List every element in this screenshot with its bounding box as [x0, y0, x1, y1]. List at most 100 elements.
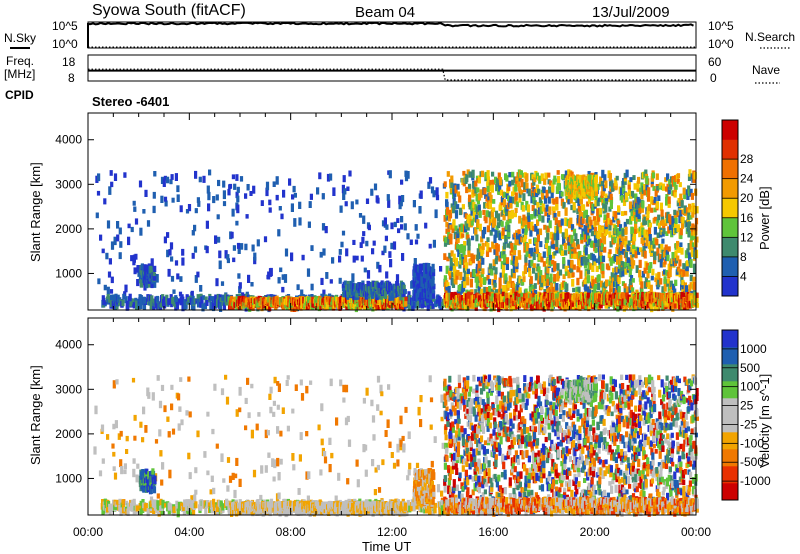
data-cell — [404, 298, 408, 306]
data-cell — [615, 175, 619, 181]
data-cell — [126, 300, 130, 307]
data-cell — [245, 214, 249, 219]
data-cell — [113, 173, 118, 181]
data-cell — [250, 383, 254, 389]
data-cell — [525, 216, 529, 225]
freq-tick-low: 8 — [68, 71, 75, 85]
data-cell — [495, 248, 499, 256]
data-cell — [594, 283, 598, 290]
data-cell — [564, 250, 568, 256]
data-cell — [101, 295, 105, 301]
data-cell — [486, 225, 490, 233]
data-cell — [187, 452, 191, 460]
data-cell — [603, 246, 607, 253]
data-cell — [676, 224, 680, 233]
data-cell — [537, 207, 542, 215]
data-cell — [467, 238, 471, 246]
data-cell — [132, 302, 136, 309]
data-cell — [496, 294, 501, 302]
data-cell — [551, 286, 555, 294]
data-cell — [497, 172, 501, 180]
data-cell — [463, 281, 467, 288]
data-cell — [236, 186, 240, 193]
data-cell — [648, 222, 652, 228]
data-cell — [502, 214, 506, 221]
data-cell — [534, 224, 538, 232]
nsky-label: N.Sky — [4, 31, 36, 45]
data-cell — [588, 238, 592, 246]
data-cell — [541, 292, 545, 299]
data-cell — [624, 249, 628, 258]
data-cell — [106, 434, 110, 440]
data-cell — [664, 177, 668, 183]
data-cell — [604, 180, 608, 189]
data-cell — [471, 169, 475, 178]
data-cell — [651, 172, 655, 179]
data-cell — [661, 231, 665, 237]
data-cell — [673, 288, 677, 294]
data-cell — [355, 255, 359, 261]
data-cell — [508, 217, 512, 224]
data-cell — [534, 272, 538, 281]
data-cell — [570, 260, 574, 269]
data-cell — [181, 257, 185, 266]
data-cell — [605, 225, 609, 235]
data-cell — [256, 239, 260, 247]
data-cell — [285, 380, 289, 386]
data-cell — [457, 250, 461, 257]
data-cell — [516, 182, 521, 188]
data-cell — [571, 279, 575, 287]
data-cell — [188, 411, 192, 418]
data-cell — [686, 193, 690, 200]
data-cell — [591, 296, 595, 305]
data-cell — [167, 298, 171, 306]
data-cell — [691, 242, 696, 248]
data-cell — [581, 218, 585, 224]
data-cell — [543, 178, 547, 185]
data-cell — [613, 273, 617, 282]
data-cell — [506, 297, 510, 306]
data-cell — [101, 248, 105, 254]
data-cell — [222, 190, 226, 200]
freq-label-line1: Freq. — [6, 54, 34, 68]
data-cell — [426, 302, 430, 311]
data-cell — [399, 201, 403, 207]
data-cell — [293, 192, 297, 198]
data-cell — [577, 205, 581, 212]
data-cell — [142, 209, 146, 214]
data-cell — [216, 293, 220, 300]
data-cell — [176, 194, 180, 202]
data-cell — [235, 191, 239, 199]
colorbar-tick-label: 20 — [740, 191, 754, 205]
data-cell — [596, 219, 600, 226]
data-cell — [99, 234, 103, 241]
data-cell — [446, 256, 450, 262]
data-cell — [456, 230, 460, 238]
station-title: Syowa South (fitACF) — [92, 2, 246, 19]
data-cell — [501, 291, 505, 297]
data-cell — [458, 224, 462, 230]
data-cell — [517, 186, 521, 192]
data-cell — [668, 269, 672, 278]
data-cell — [181, 303, 185, 312]
data-cell — [174, 173, 178, 181]
data-cell — [420, 284, 424, 292]
data-cell — [484, 171, 488, 180]
data-cell — [113, 236, 117, 246]
data-cell — [177, 393, 181, 401]
data-cell — [123, 291, 127, 296]
data-cell — [634, 193, 638, 202]
data-cell — [583, 234, 587, 243]
data-cell — [520, 189, 524, 195]
data-cell — [453, 269, 457, 277]
data-cell — [167, 431, 171, 438]
data-cell — [160, 384, 165, 391]
data-cell — [663, 259, 667, 265]
data-cell — [673, 179, 677, 187]
data-cell — [452, 206, 456, 214]
data-cell — [505, 175, 509, 182]
data-cell — [476, 271, 480, 277]
data-cell — [540, 173, 544, 182]
data-cell — [240, 243, 244, 250]
data-cell — [215, 278, 219, 287]
